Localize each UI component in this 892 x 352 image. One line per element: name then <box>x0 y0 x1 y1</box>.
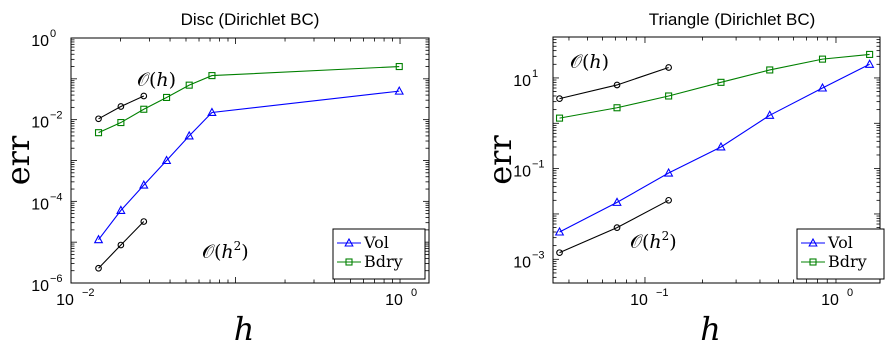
x-tick-exponent: −2 <box>82 287 95 299</box>
y-axis-label: err <box>481 135 519 185</box>
series-vol-line <box>559 63 870 233</box>
series-vol-point <box>864 59 875 68</box>
series-reference-3-point <box>117 241 125 249</box>
y-tick-exponent: 1 <box>532 68 538 80</box>
x-axis-label: h <box>700 310 721 348</box>
legend-entry: Vol <box>827 233 853 252</box>
y-tick-exponent: −6 <box>50 273 63 285</box>
annotation-order-2: 𝒪(h2) <box>630 229 677 253</box>
series-vol-point <box>139 179 149 189</box>
series-reference-3-point <box>613 224 621 231</box>
series-bdry-point <box>163 93 171 102</box>
series-reference-2-point <box>665 64 672 71</box>
y-tick-exponent: 0 <box>50 28 56 40</box>
series-vol-point <box>817 82 828 92</box>
annotation-order-1: 𝒪(h) <box>570 51 609 73</box>
y-tick-label: 10 <box>513 164 531 181</box>
y-tick-exponent: −4 <box>50 191 63 203</box>
series-bdry-point <box>866 50 874 58</box>
series-vol-point <box>554 226 565 236</box>
series-bdry-point <box>717 78 725 86</box>
y-tick-exponent: −3 <box>532 249 545 261</box>
series-reference-3-point <box>140 218 148 225</box>
series-reference-3-line <box>98 221 145 269</box>
series-bdry-line <box>98 65 400 134</box>
series-reference-3-point <box>665 196 672 204</box>
panel-1: Disc (Dirichlet BC)10 −2 10 010 −610 −410 −210… <box>0 10 430 348</box>
series-vol-point <box>207 107 217 117</box>
series-bdry-point <box>818 55 827 63</box>
series-reference-3-point <box>556 249 563 257</box>
y-axis-label: err <box>0 135 37 185</box>
x-tick-label: 10 <box>821 292 839 309</box>
annotation-order-2: 𝒪(h2) <box>202 239 249 263</box>
series-bdry-point <box>613 104 621 112</box>
y-tick-label: 10 <box>31 278 49 295</box>
chart-title: Disc (Dirichlet BC) <box>181 10 320 29</box>
legend-swatch-marker <box>345 258 353 266</box>
series-bdry-point <box>185 81 193 89</box>
series-vol-point <box>161 155 172 165</box>
plot-area <box>93 62 404 272</box>
series-vol-point <box>394 85 404 95</box>
y-tick-exponent: −2 <box>50 110 63 122</box>
y-tick-label: 10 <box>513 254 531 271</box>
chart-title: Triangle (Dirichlet BC) <box>649 10 816 29</box>
series-vol-point <box>116 205 126 214</box>
x-tick-exponent: −1 <box>656 287 669 299</box>
series-bdry-line <box>559 53 870 119</box>
legend-swatch-marker <box>344 237 354 247</box>
y-tick-label: 10 <box>513 73 531 90</box>
x-tick-exponent: 0 <box>847 287 853 299</box>
series-bdry-point <box>766 66 774 74</box>
series-bdry-point <box>117 118 125 127</box>
annotation-order-1: 𝒪(h) <box>137 69 176 91</box>
x-tick-label: 10 <box>56 292 74 309</box>
series-bdry-point <box>555 114 564 122</box>
series-reference-2-point <box>556 95 563 102</box>
series-reference-2-line <box>98 95 145 120</box>
series-vol-point <box>93 234 104 244</box>
x-tick-label: 10 <box>630 292 648 309</box>
series-bdry-point <box>94 129 103 137</box>
y-tick-exponent: −1 <box>532 159 545 171</box>
series-reference-2-point <box>95 115 102 123</box>
legend-entry: Bdry <box>828 252 867 271</box>
series-reference-2-point <box>613 81 621 89</box>
series-bdry-point <box>395 62 403 71</box>
series-bdry-point <box>665 92 673 100</box>
series-vol-point <box>765 110 775 119</box>
x-tick-label: 10 <box>385 292 403 309</box>
series-reference-2-point <box>140 92 148 100</box>
y-tick-label: 10 <box>31 33 49 50</box>
legend-swatch-marker <box>808 237 818 247</box>
y-tick-label: 10 <box>31 196 49 213</box>
x-tick-exponent: 0 <box>411 287 417 299</box>
series-reference-2-point <box>117 103 125 110</box>
legend-box <box>796 228 885 280</box>
legend-box <box>332 228 426 280</box>
plot-frame <box>552 36 881 284</box>
x-axis-label: h <box>234 310 255 348</box>
series-reference-3-line <box>559 199 669 254</box>
panel-2: Triangle (Dirichlet BC)10 −1 10 010 −310 −110… <box>481 10 885 348</box>
series-vol-line <box>98 90 400 241</box>
legend-entry: Vol <box>363 233 389 252</box>
series-reference-3-point <box>95 264 102 272</box>
series-bdry-point <box>140 105 148 113</box>
series-vol-point <box>716 141 726 151</box>
series-reference-2-line <box>559 66 669 100</box>
y-tick-label: 10 <box>31 115 49 132</box>
legend-entry: Bdry <box>364 252 403 271</box>
series-vol-point <box>184 130 194 140</box>
series-bdry-point <box>208 72 216 80</box>
series-vol-point <box>612 197 622 206</box>
legend-swatch-marker <box>809 258 817 266</box>
plot-area <box>554 50 875 257</box>
series-vol-point <box>663 167 674 177</box>
